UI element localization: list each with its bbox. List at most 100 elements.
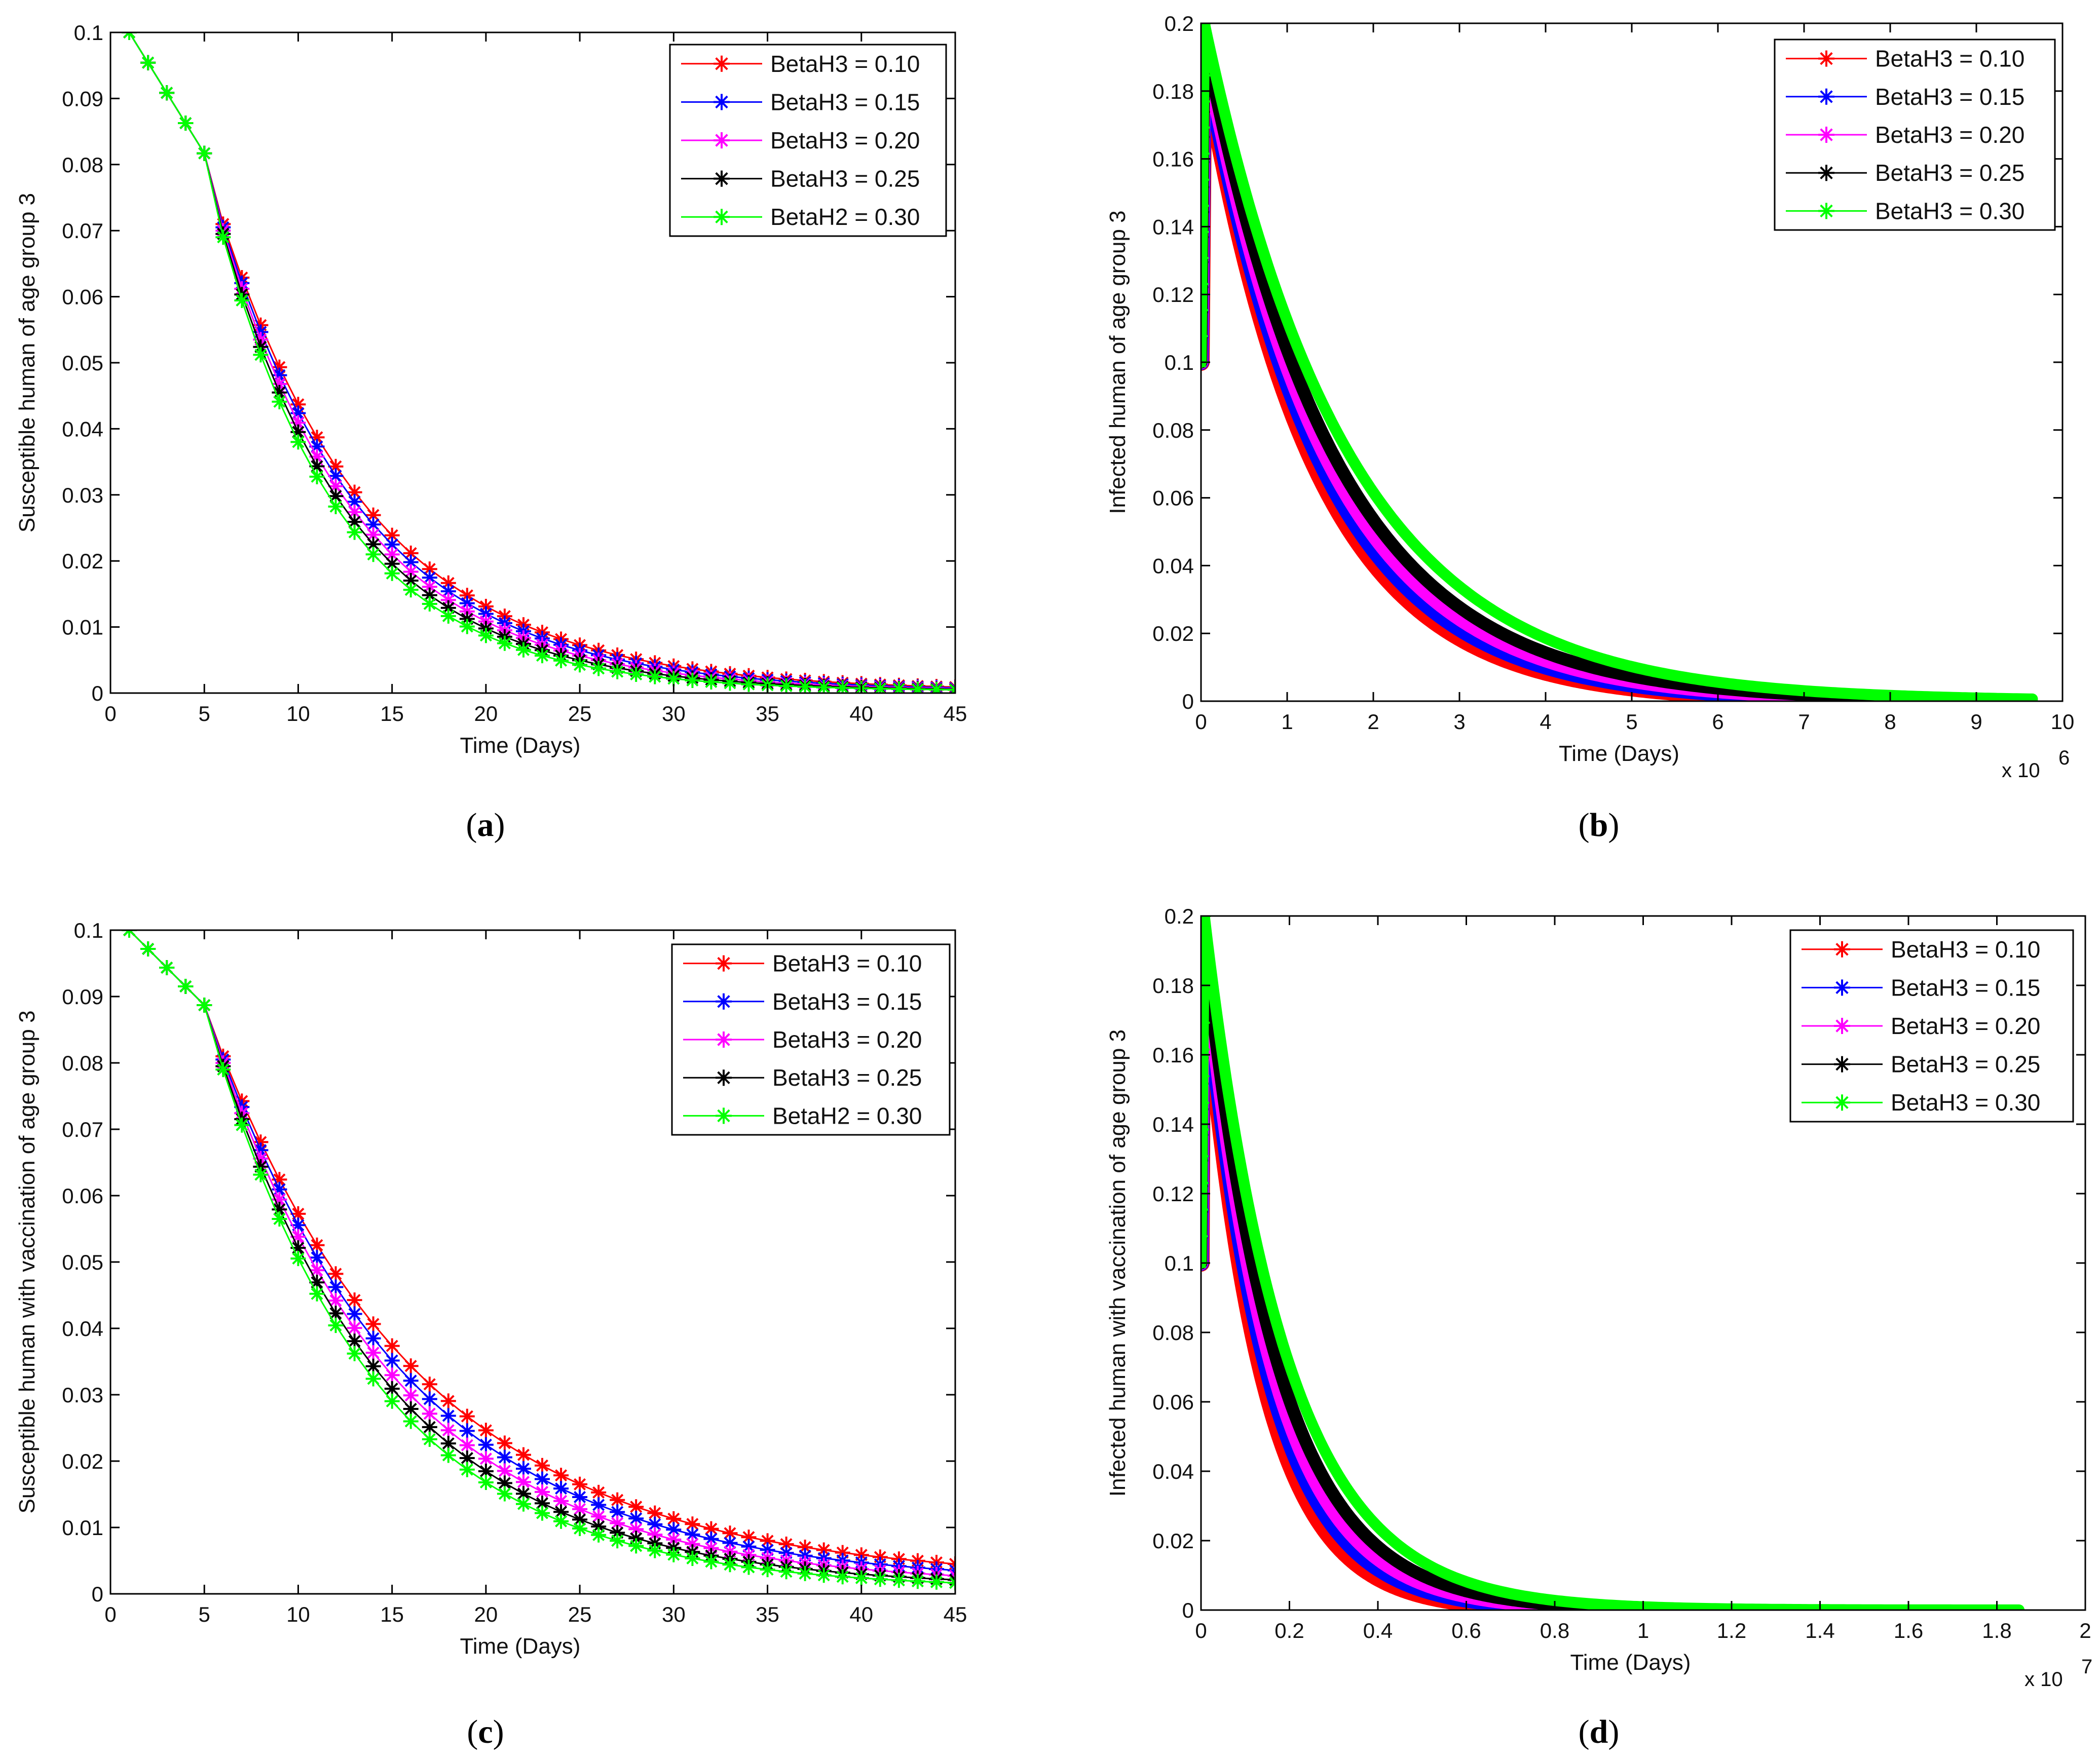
x-axis-label: Time (Days) — [460, 733, 581, 758]
series-marker — [703, 1521, 719, 1537]
y-tick-label: 0.1 — [1165, 1251, 1194, 1275]
series-marker — [403, 1413, 419, 1429]
series-marker — [328, 1266, 344, 1282]
series-marker — [610, 1492, 625, 1508]
series-marker — [365, 527, 381, 543]
x-tick-label: 5 — [199, 1602, 210, 1626]
series-marker — [403, 1401, 419, 1417]
series-marker — [703, 1554, 719, 1570]
series-marker — [384, 1353, 400, 1368]
series-marker — [535, 1505, 550, 1521]
series-marker — [760, 1542, 775, 1558]
y-tick-label: 0.06 — [62, 285, 103, 309]
series-marker — [703, 674, 719, 690]
series-marker — [234, 1117, 250, 1133]
legend-label: BetaH3 = 0.25 — [1891, 1051, 2040, 1078]
y-tick-label: 0.06 — [1152, 1390, 1194, 1414]
legend-label: BetaH2 = 0.30 — [770, 204, 920, 230]
series-marker — [647, 1527, 663, 1543]
y-tick-label: 0.2 — [1165, 904, 1194, 928]
y-tick-label: 0.04 — [62, 1317, 103, 1341]
series-marker — [365, 1371, 381, 1387]
series-marker — [553, 1504, 569, 1520]
series-layer — [122, 32, 955, 693]
x-tick-label: 40 — [849, 702, 873, 725]
legend-marker — [716, 1069, 732, 1086]
series-marker — [778, 1537, 794, 1552]
y-tick-label: 0.03 — [62, 1383, 103, 1407]
x-tick-label: 20 — [474, 1602, 498, 1626]
series-marker — [290, 1206, 306, 1221]
series-marker — [535, 1458, 550, 1473]
series-marker — [722, 1535, 738, 1551]
series-marker — [253, 1151, 269, 1166]
x-tick-label: 10 — [286, 702, 310, 725]
series-marker — [272, 1192, 287, 1207]
series-marker — [422, 596, 437, 611]
y-tick-label: 0.16 — [1152, 147, 1194, 171]
series-marker — [722, 675, 738, 691]
series-marker — [440, 1447, 456, 1463]
series-marker — [309, 430, 325, 445]
chart-panel-a: 0 5 10 15 20 25 30 35 40 45 0 0.01 0.02 0.03 0.04 0.05 0… — [15, 21, 967, 758]
legend-marker — [1818, 50, 1834, 67]
legend-marker — [714, 132, 730, 148]
series-marker — [760, 1562, 775, 1578]
panel-caption-d: (d) — [1579, 1713, 1620, 1750]
legend: BetaH3 = 0.10 BetaH3 = 0.15 BetaH3 = 0.20 B… — [1774, 39, 2056, 231]
x-tick-label: 0 — [104, 702, 116, 725]
series-marker — [272, 376, 287, 392]
y-tick-label: 0.09 — [62, 87, 103, 110]
series-marker — [1201, 1150, 1209, 1163]
series-marker — [159, 960, 175, 975]
series-marker — [478, 628, 494, 643]
series-marker — [1201, 199, 1209, 213]
series-marker — [741, 1539, 757, 1554]
y-tick-label: 0.04 — [1152, 554, 1194, 578]
legend-marker — [1818, 203, 1834, 219]
series-marker — [347, 1320, 362, 1336]
x-tick-label: 9 — [1970, 710, 1982, 734]
series-marker — [272, 1211, 287, 1227]
x-tick-label: 4 — [1540, 710, 1551, 734]
series-marker — [666, 1532, 682, 1547]
series-marker — [140, 941, 156, 957]
x-tick-label: 7 — [1798, 710, 1810, 734]
series-marker — [178, 116, 194, 131]
series-marker — [516, 1486, 531, 1502]
series-marker — [685, 1551, 700, 1566]
x-tick-label: 25 — [568, 1602, 592, 1626]
y-tick-label: 0.02 — [62, 549, 103, 573]
y-tick-label: 0.12 — [1152, 283, 1194, 307]
series-marker — [929, 682, 944, 693]
series-marker — [253, 1167, 269, 1182]
x-tick-label: 0.4 — [1363, 1619, 1393, 1642]
series-marker — [384, 1381, 400, 1397]
y-tick-label: 0.07 — [62, 1118, 103, 1141]
legend: BetaH3 = 0.10 BetaH3 = 0.15 BetaH3 = 0.20 B… — [669, 44, 947, 237]
x-tick-label: 10 — [286, 1602, 310, 1626]
series-marker — [272, 367, 287, 383]
series-marker — [553, 1513, 569, 1529]
y-tick-label: 0.16 — [1152, 1043, 1194, 1067]
y-tick-label: 0.04 — [62, 417, 103, 441]
series-marker — [835, 680, 850, 693]
series-marker — [572, 1521, 588, 1536]
x-axis-exponent-power: 7 — [2081, 1656, 2092, 1678]
series-marker — [309, 458, 325, 474]
legend-label: BetaH3 = 0.20 — [770, 127, 920, 154]
series-marker — [140, 55, 156, 70]
series-marker — [685, 1536, 700, 1552]
legend-label: BetaH3 = 0.25 — [1875, 160, 2024, 186]
series-marker — [253, 339, 269, 355]
x-tick-label: 1 — [1637, 1619, 1649, 1642]
series-marker — [778, 1545, 794, 1561]
legend-marker — [1818, 165, 1834, 181]
y-axis-label: Infected human with vaccination of age g… — [1105, 1029, 1130, 1497]
x-tick-label: 3 — [1453, 710, 1465, 734]
legend-label: BetaH3 = 0.20 — [1875, 122, 2024, 148]
series-marker — [347, 514, 362, 530]
series-marker — [328, 499, 344, 514]
series-marker — [610, 1525, 625, 1541]
